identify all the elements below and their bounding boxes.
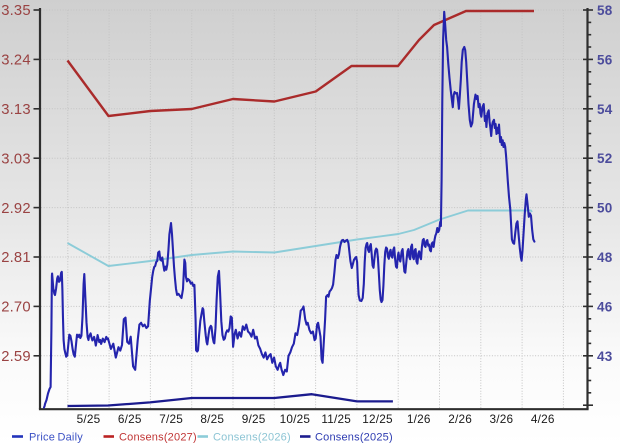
svg-text:11/25: 11/25 [321,412,351,426]
svg-text:2.92: 2.92 [1,201,31,217]
svg-text:6/25: 6/25 [118,412,142,426]
svg-text:48: 48 [597,250,613,265]
svg-text:52: 52 [597,151,613,166]
svg-text:7/25: 7/25 [159,412,183,426]
svg-text:9/25: 9/25 [242,412,266,426]
svg-text:5/25: 5/25 [77,412,101,426]
svg-text:Consens(2027): Consens(2027) [119,432,197,444]
svg-text:1/26: 1/26 [407,412,431,426]
svg-text:8/25: 8/25 [200,412,224,426]
svg-text:2.70: 2.70 [1,300,31,316]
svg-text:Consens(2026): Consens(2026) [213,432,291,444]
svg-text:56: 56 [597,52,613,67]
svg-text:12/25: 12/25 [362,412,393,426]
svg-text:43: 43 [597,349,613,364]
svg-text:4/26: 4/26 [531,412,555,426]
svg-text:3/26: 3/26 [490,412,514,426]
svg-text:2.81: 2.81 [1,250,31,266]
svg-text:3.13: 3.13 [1,102,31,118]
svg-text:58: 58 [597,3,613,18]
svg-text:54: 54 [597,102,613,117]
svg-text:Price Daily: Price Daily [29,432,83,444]
svg-text:3.24: 3.24 [1,53,31,69]
svg-text:50: 50 [597,201,613,216]
svg-text:10/25: 10/25 [280,412,311,426]
svg-text:3.03: 3.03 [1,151,31,167]
svg-text:Consens(2025): Consens(2025) [315,432,393,444]
svg-text:3.35: 3.35 [1,3,31,19]
svg-text:46: 46 [597,299,613,314]
svg-text:2.59: 2.59 [1,349,31,365]
svg-text:2/26: 2/26 [448,412,472,426]
